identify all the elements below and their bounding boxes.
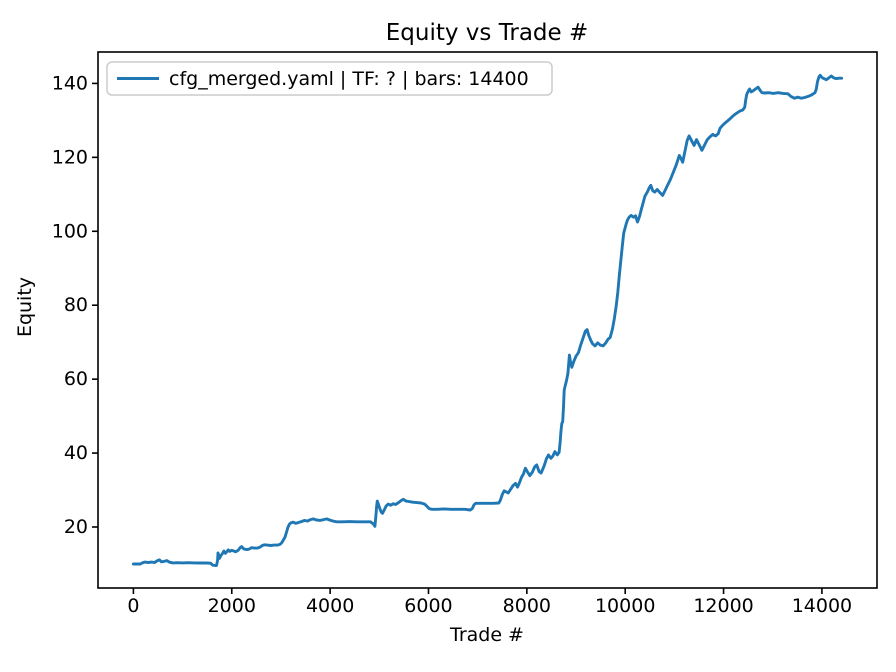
x-tick-label: 12000 <box>693 595 753 617</box>
legend: cfg_merged.yaml | TF: ? | bars: 14400 <box>106 61 553 96</box>
x-axis-label: Trade # <box>449 624 524 646</box>
y-tick-label: 140 <box>52 72 88 94</box>
x-tick-label: 2000 <box>208 595 256 617</box>
y-tick-label: 20 <box>64 516 88 538</box>
chart-title: Equity vs Trade # <box>386 20 589 46</box>
plot-border <box>97 51 878 589</box>
x-tick-label: 6000 <box>404 595 452 617</box>
axis-ticks: 0 2000 4000 6000 8000 10000 12000 14000 20 40 60 80… <box>52 72 852 617</box>
x-tick-label: 8000 <box>503 595 551 617</box>
equity-curve <box>131 73 844 567</box>
y-tick-label: 60 <box>64 368 88 390</box>
y-tick-label: 40 <box>64 442 88 464</box>
x-tick-label: 4000 <box>306 595 354 617</box>
series-layer <box>131 73 844 567</box>
x-tick-label: 0 <box>127 595 139 617</box>
y-tick-label: 120 <box>52 146 88 168</box>
y-axis-label: Equity <box>14 277 36 337</box>
y-tick-label: 100 <box>52 220 88 242</box>
legend-box <box>106 61 553 96</box>
x-tick-label: 10000 <box>595 595 655 617</box>
legend-label: cfg_merged.yaml | TF: ? | bars: 14400 <box>169 68 529 90</box>
x-tick-label: 14000 <box>792 595 852 617</box>
y-tick-label: 80 <box>64 294 88 316</box>
